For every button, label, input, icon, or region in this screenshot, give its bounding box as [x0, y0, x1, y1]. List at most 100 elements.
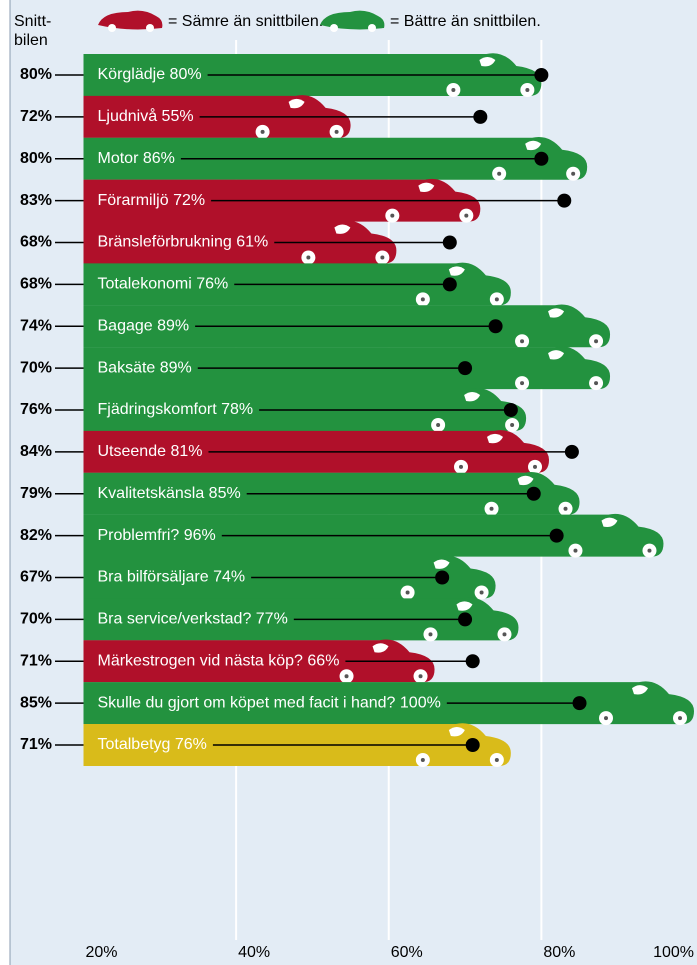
bar-label: Förarmiljö 72%: [98, 192, 206, 209]
average-dot: [458, 612, 472, 626]
wheel-hub: [495, 297, 499, 301]
x-tick-label: 100%: [653, 944, 694, 961]
wheel-hub: [571, 172, 575, 176]
average-label: 71%: [20, 736, 52, 753]
average-label: 70%: [20, 611, 52, 628]
legend-label: = Bättre än snittbilen.: [390, 13, 541, 30]
wheel-hub: [490, 507, 494, 511]
wheel-hub: [564, 507, 568, 511]
wheel-hub: [390, 214, 394, 218]
bar-label: Märkestrogen vid nästa köp? 66%: [98, 652, 340, 669]
average-dot: [550, 529, 564, 543]
wheel-hub: [380, 256, 384, 260]
average-dot: [573, 696, 587, 710]
left-strip: [0, 0, 10, 965]
wheel-hub: [345, 674, 349, 678]
average-label: 80%: [20, 66, 52, 83]
wheel-hub: [520, 339, 524, 343]
wheel-hub: [594, 339, 598, 343]
wheel-hub: [459, 465, 463, 469]
average-label: 70%: [20, 359, 52, 376]
bar-label: Baksäte 89%: [98, 359, 192, 376]
wheel-hub: [594, 381, 598, 385]
legend-wheel: [146, 24, 154, 32]
average-dot: [489, 319, 503, 333]
wheel-hub: [647, 549, 651, 553]
bar-label: Kvalitetskänsla 85%: [98, 485, 241, 502]
legend-wheel: [108, 24, 116, 32]
wheel-hub: [421, 758, 425, 762]
average-label: 71%: [20, 652, 52, 669]
bar-label: Totalbetyg 76%: [98, 736, 207, 753]
x-tick-label: 20%: [85, 944, 117, 961]
average-label: 82%: [20, 527, 52, 544]
bar-label: Totalekonomi 76%: [98, 276, 229, 293]
bar-label: Bra service/verkstad? 77%: [98, 611, 288, 628]
average-label: 74%: [20, 317, 52, 334]
bar-label: Skulle du gjort om köpet med facit i han…: [98, 694, 441, 711]
wheel-hub: [419, 674, 423, 678]
wheel-hub: [335, 130, 339, 134]
x-tick-label: 60%: [391, 944, 423, 961]
wheel-hub: [533, 465, 537, 469]
chart: 20% 40% 60% 80% 100% Snitt-bilen = Sämre än sn…: [0, 0, 697, 965]
average-dot: [443, 236, 457, 250]
legend-wheel: [330, 24, 338, 32]
average-dot: [534, 68, 548, 82]
bar-label: Fjädringskomfort 78%: [98, 401, 254, 418]
wheel-hub: [428, 632, 432, 636]
average-label: 84%: [20, 443, 52, 460]
legend-wheel: [368, 24, 376, 32]
average-label: 85%: [20, 694, 52, 711]
wheel-hub: [525, 88, 529, 92]
average-label: 80%: [20, 150, 52, 167]
x-tick-label: 40%: [238, 944, 270, 961]
wheel-hub: [306, 256, 310, 260]
average-label: 83%: [20, 192, 52, 209]
average-dot: [473, 110, 487, 124]
average-dot: [443, 277, 457, 291]
wheel-hub: [480, 591, 484, 595]
average-label: 68%: [20, 234, 52, 251]
average-dot: [557, 194, 571, 208]
average-label: 68%: [20, 276, 52, 293]
bar-label: Utseende 81%: [98, 443, 203, 460]
wheel-hub: [406, 591, 410, 595]
bar-label: Körglädje 80%: [98, 66, 202, 83]
average-header: Snitt-: [14, 13, 51, 30]
bar-label: Bra bilförsäljare 74%: [98, 569, 246, 586]
average-dot: [466, 654, 480, 668]
bar-label: Problemfri? 96%: [98, 527, 216, 544]
wheel-hub: [451, 88, 455, 92]
bar-label: Motor 86%: [98, 150, 175, 167]
wheel-hub: [436, 423, 440, 427]
wheel-hub: [520, 381, 524, 385]
average-dot: [458, 361, 472, 375]
average-label: 72%: [20, 108, 52, 125]
average-dot: [435, 571, 449, 585]
bar-label: Bränsleförbrukning 61%: [98, 234, 269, 251]
wheel-hub: [604, 716, 608, 720]
wheel-hub: [421, 297, 425, 301]
wheel-hub: [495, 758, 499, 762]
wheel-hub: [510, 423, 514, 427]
wheel-hub: [678, 716, 682, 720]
wheel-hub: [502, 632, 506, 636]
average-dot: [527, 487, 541, 501]
average-dot: [504, 403, 518, 417]
average-label: 67%: [20, 569, 52, 586]
average-dot: [466, 738, 480, 752]
bar-label: Ljudnivå 55%: [98, 107, 194, 125]
average-label: 79%: [20, 485, 52, 502]
wheel-hub: [497, 172, 501, 176]
wheel-hub: [573, 549, 577, 553]
average-label: 76%: [20, 401, 52, 418]
average-dot: [565, 445, 579, 459]
average-dot: [534, 152, 548, 166]
legend-label: = Sämre än snittbilen.: [168, 13, 323, 30]
x-tick-label: 80%: [543, 944, 575, 961]
wheel-hub: [261, 130, 265, 134]
average-header: bilen: [14, 32, 48, 49]
bar-label: Bagage 89%: [98, 317, 190, 334]
wheel-hub: [464, 214, 468, 218]
